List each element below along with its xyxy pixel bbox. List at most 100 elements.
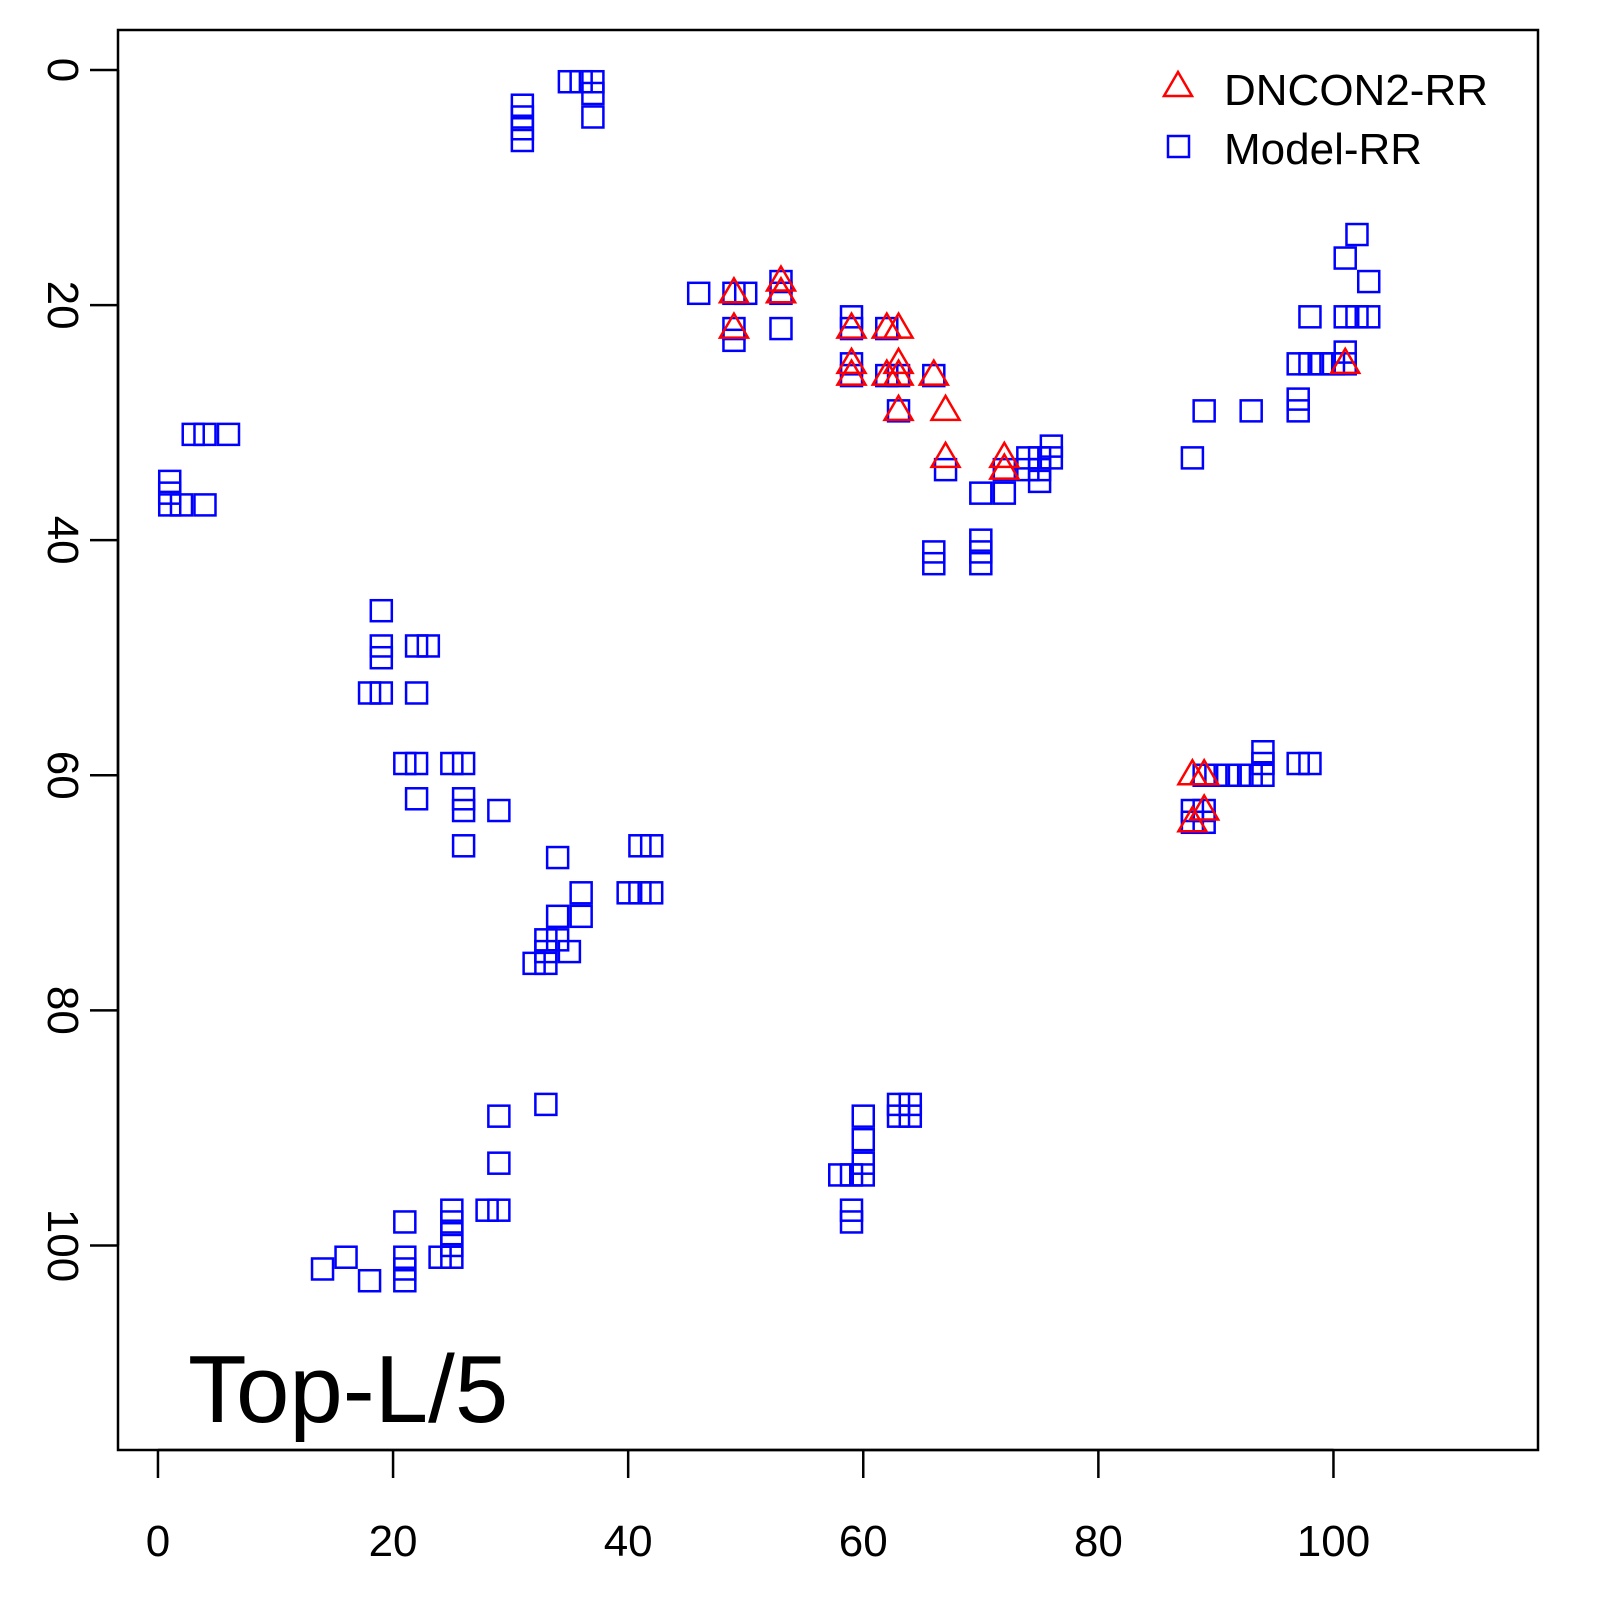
model-rr-point — [451, 751, 476, 776]
model-rr-point — [839, 305, 864, 329]
legend-square-marker — [1166, 134, 1191, 159]
model-rr-point — [181, 422, 205, 447]
model-rr-point — [510, 93, 535, 117]
model-rr-point — [440, 1233, 464, 1258]
model-rr-point — [992, 481, 1017, 505]
model-rr-point — [1016, 457, 1040, 482]
model-rr-point — [639, 834, 664, 858]
model-rr-point — [569, 904, 593, 929]
model-rr-point — [839, 1198, 864, 1222]
model-rr-point — [1180, 798, 1205, 823]
model-rr-point — [1016, 446, 1040, 470]
model-rr-point — [1356, 305, 1381, 329]
dncon2-rr-point — [1187, 757, 1221, 786]
model-rr-point — [969, 481, 993, 505]
model-rr-point — [169, 493, 194, 517]
dncon2-rr-point — [1329, 346, 1362, 375]
model-rr-point — [1309, 352, 1334, 376]
model-rr-point — [369, 645, 394, 670]
model-rr-point — [922, 540, 946, 564]
model-rr-point — [393, 1257, 417, 1281]
model-rr-point — [440, 751, 464, 776]
model-rr-point — [1204, 763, 1228, 788]
model-rr-point — [1251, 740, 1275, 764]
model-rr-point — [898, 1104, 923, 1128]
model-rr-point — [628, 834, 652, 858]
model-rr-point — [451, 798, 476, 823]
model-rr-point — [581, 81, 605, 106]
model-rr-point — [1027, 457, 1052, 482]
model-rr-point — [440, 1210, 464, 1234]
dncon2-rr-point — [882, 358, 915, 386]
data-points — [157, 69, 1381, 1293]
model-rr-point — [851, 1163, 876, 1187]
y-tick-label: 40 — [38, 516, 87, 565]
model-rr-point — [1027, 469, 1052, 494]
model-rr-point — [1239, 763, 1263, 788]
model-rr-point — [451, 834, 476, 858]
model-rr-point — [357, 1268, 382, 1293]
legend-label-dncon2: DNCON2-RR — [1224, 66, 1488, 115]
dncon2-rr-point — [1187, 793, 1221, 821]
model-rr-point — [722, 328, 746, 353]
model-rr-point — [628, 881, 652, 905]
x-tick-label: 100 — [1297, 1517, 1370, 1566]
model-rr-point — [1298, 352, 1322, 376]
model-rr-point — [922, 551, 946, 576]
model-rr-point — [886, 363, 911, 388]
model-rr-point — [1356, 269, 1381, 294]
dncon2-rr-point — [764, 275, 798, 304]
model-rr-point — [557, 69, 582, 94]
model-rr-point — [193, 493, 217, 517]
dncon2-rr-point — [988, 440, 1021, 469]
y-tick-label: 20 — [38, 281, 87, 330]
model-rr-point — [487, 1198, 511, 1222]
dncon2-rr-point — [882, 393, 915, 422]
model-rr-point — [1180, 446, 1205, 470]
model-rr-point — [686, 281, 711, 306]
legend-triangle-marker — [1161, 69, 1195, 98]
model-rr-point — [733, 281, 758, 306]
model-rr-point — [1192, 763, 1216, 788]
model-rr-point — [404, 751, 429, 776]
x-axis: 0 20 40 60 80 100 — [146, 1448, 1370, 1566]
model-rr-point — [1298, 751, 1322, 776]
model-rr-point — [1333, 246, 1357, 270]
model-rr-point — [1239, 399, 1263, 423]
model-rr-point — [1180, 810, 1205, 835]
model-rr-point — [839, 1163, 864, 1187]
model-rr-point — [1192, 399, 1216, 423]
model-rr-point — [157, 481, 182, 505]
model-rr-point — [851, 1104, 876, 1128]
model-rr-point — [1251, 763, 1275, 788]
x-tick-label: 20 — [369, 1517, 418, 1566]
dncon2-rr-point — [835, 358, 868, 386]
model-rr-point — [510, 128, 535, 153]
model-rr-point — [722, 281, 746, 306]
model-rr-point — [416, 634, 441, 658]
model-rr-point — [839, 316, 864, 341]
model-rr-point — [969, 551, 993, 576]
annotation-top-l5: Top-L/5 — [188, 1336, 508, 1443]
model-rr-point — [1345, 222, 1369, 247]
dncon2-rr-point — [1176, 804, 1209, 833]
model-rr-point — [1333, 340, 1357, 364]
model-rr-point — [1286, 387, 1310, 411]
dncon2-rr-point — [988, 452, 1021, 480]
model-rr-point — [1321, 352, 1346, 376]
dncon2-rr-point — [882, 311, 915, 339]
model-rr-point — [1286, 751, 1310, 776]
model-rr-point — [886, 1092, 911, 1117]
model-rr-point — [1286, 352, 1310, 376]
model-rr-point — [1039, 446, 1064, 470]
dncon2-rr-point — [929, 393, 962, 422]
model-rr-point — [534, 1092, 558, 1117]
model-rr-point — [545, 845, 570, 870]
model-rr-point — [875, 363, 899, 388]
model-rr-point — [581, 105, 605, 129]
model-rr-point — [404, 787, 429, 811]
y-tick-label: 0 — [38, 58, 87, 82]
y-axis: 0 20 40 60 80 100 — [38, 58, 120, 1282]
model-rr-point — [969, 528, 993, 552]
y-tick-label: 60 — [38, 751, 87, 800]
